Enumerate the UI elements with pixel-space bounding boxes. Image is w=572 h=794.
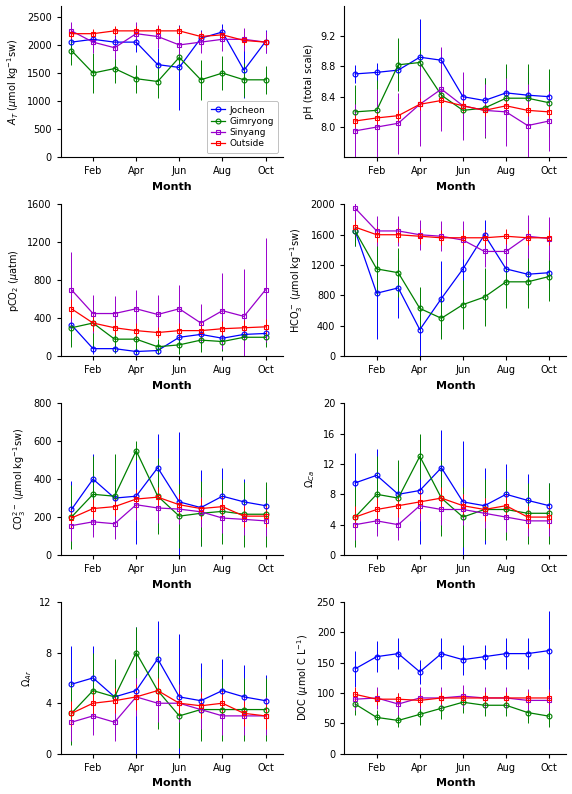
X-axis label: Month: Month — [436, 182, 475, 192]
Y-axis label: CO$_3^{2-}$ ($\mu$mol kg$^{-1}$sw): CO$_3^{2-}$ ($\mu$mol kg$^{-1}$sw) — [11, 428, 27, 530]
Y-axis label: $\Omega_{Ar}$: $\Omega_{Ar}$ — [20, 669, 34, 687]
Y-axis label: HCO$_3^-$ ($\mu$mol kg$^{-1}$sw): HCO$_3^-$ ($\mu$mol kg$^{-1}$sw) — [288, 228, 305, 333]
X-axis label: Month: Month — [436, 778, 475, 788]
Y-axis label: $\Omega_{Ca}$: $\Omega_{Ca}$ — [304, 470, 317, 488]
Y-axis label: $A_T$ ($\mu$mol kg$^{-1}$sw): $A_T$ ($\mu$mol kg$^{-1}$sw) — [6, 38, 21, 125]
X-axis label: Month: Month — [436, 580, 475, 590]
X-axis label: Month: Month — [436, 381, 475, 391]
Y-axis label: pH (total scale): pH (total scale) — [304, 44, 315, 119]
X-axis label: Month: Month — [152, 182, 192, 192]
X-axis label: Month: Month — [152, 778, 192, 788]
Y-axis label: pCO$_2$ ($\mu$atm): pCO$_2$ ($\mu$atm) — [7, 249, 22, 312]
X-axis label: Month: Month — [152, 580, 192, 590]
X-axis label: Month: Month — [152, 381, 192, 391]
Y-axis label: DOC ($\mu$mol C L$^{-1}$): DOC ($\mu$mol C L$^{-1}$) — [295, 634, 311, 722]
Legend: Jocheon, Gimryong, Sinyang, Outside: Jocheon, Gimryong, Sinyang, Outside — [206, 101, 278, 153]
